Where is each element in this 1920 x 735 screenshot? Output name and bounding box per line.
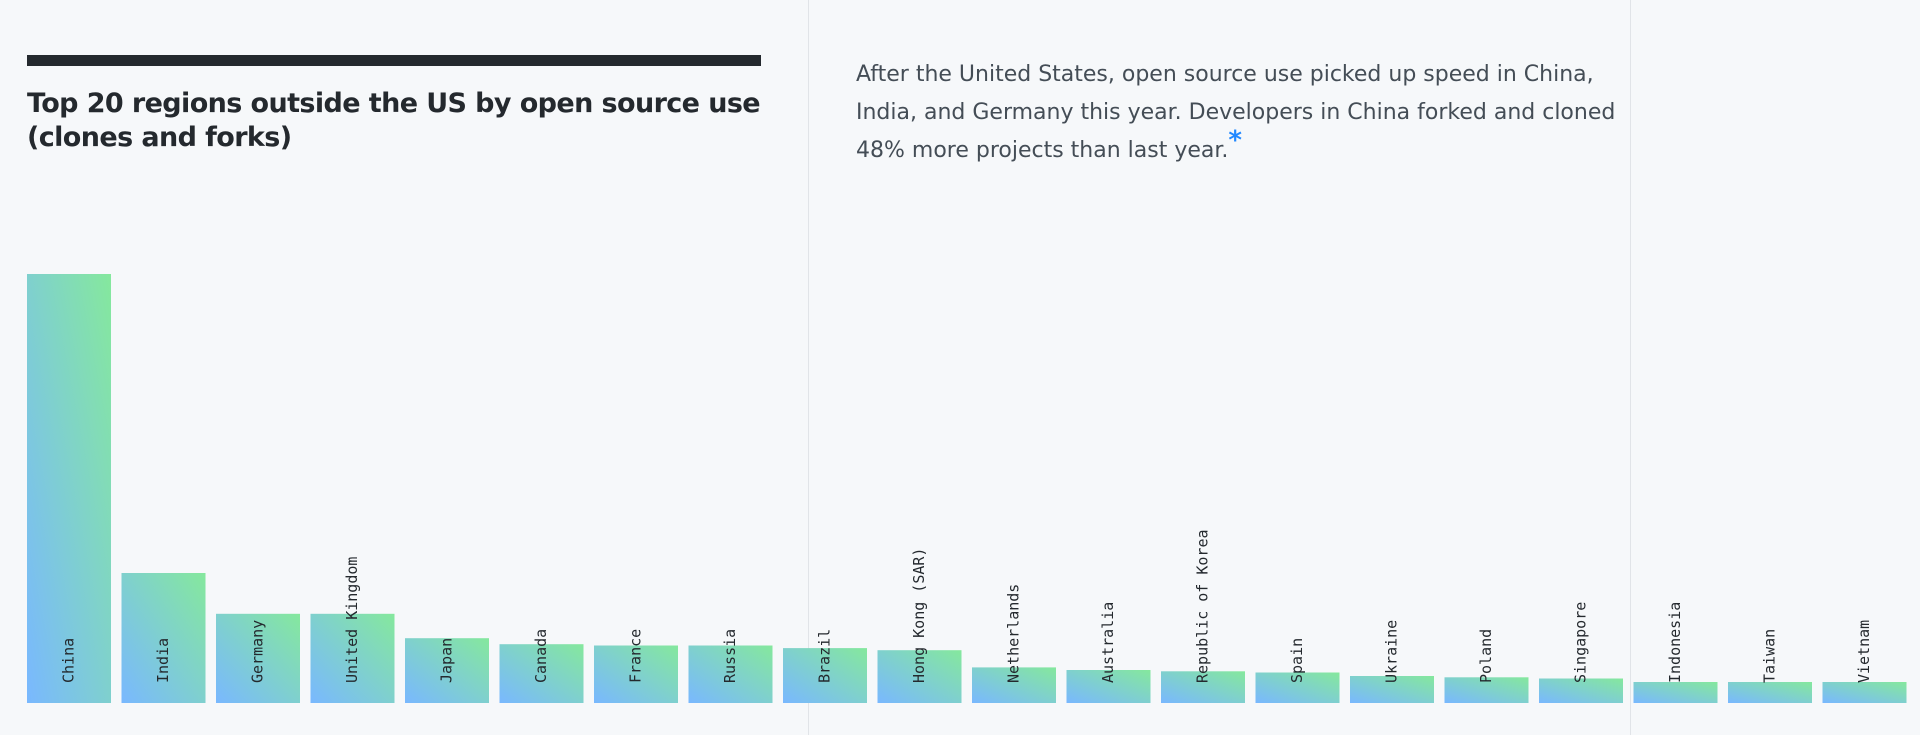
bar-label-canada: Canada [532,629,550,683]
chart-title: Top 20 regions outside the US by open so… [27,88,761,153]
bar-france [594,645,678,703]
bar-label-united-kingdom: United Kingdom [343,557,361,683]
bar-label-china: China [60,638,78,683]
bar-japan [405,638,489,703]
bar-label-ukraine: Ukraine [1383,620,1401,683]
bar-label-poland: Poland [1477,629,1495,683]
column-divider-right [1630,0,1631,735]
bar-republic-of-korea [1161,671,1245,703]
bar-hong-kong-sar [877,650,962,703]
bar-label-france: France [627,629,645,683]
bar-label-hong-kong-sar: Hong Kong (SAR) [910,548,928,683]
bar-united-kingdom [310,613,395,703]
bar-label-japan: Japan [438,638,456,683]
chart-description: After the United States, open source use… [856,56,1616,170]
bar-australia [1066,670,1151,703]
bar-label-netherlands: Netherlands [1005,584,1023,683]
bar-russia [688,645,773,703]
bar-ukraine [1350,676,1434,703]
bar-netherlands [972,667,1056,703]
bar-label-taiwan: Taiwan [1761,629,1779,683]
title-accent-bar [27,55,761,66]
bar-poland [1444,677,1529,703]
bar-labels-group: China India Germany United Kingdom Japan Cana… [60,529,1874,683]
bar-label-australia: Australia [1099,602,1117,683]
bar-label-vietnam: Vietnam [1855,620,1873,683]
bar-brazil [783,648,867,703]
bar-label-russia: Russia [721,629,739,683]
column-divider-left [808,0,809,735]
bar-label-indonesia: Indonesia [1666,602,1684,683]
bar-label-brazil: Brazil [816,629,834,683]
bar-spain [1255,672,1340,703]
bar-label-germany: Germany [249,620,267,683]
bar-taiwan [1728,682,1812,703]
footnote-link[interactable]: * [1228,125,1243,156]
bar-label-republic-of-korea: Republic of Korea [1194,529,1212,683]
bar-germany [216,613,300,703]
bar-singapore [1539,678,1623,703]
bar-china [27,274,111,703]
bar-label-singapore: Singapore [1572,602,1590,683]
bar-label-india: India [154,638,172,683]
bar-canada [499,644,584,703]
description-text: After the United States, open source use… [856,62,1616,163]
bar-indonesia [1633,682,1718,703]
bar-india [121,573,206,703]
bar-vietnam [1822,682,1907,703]
bars-group [27,274,1907,703]
bar-label-spain: Spain [1288,638,1306,683]
